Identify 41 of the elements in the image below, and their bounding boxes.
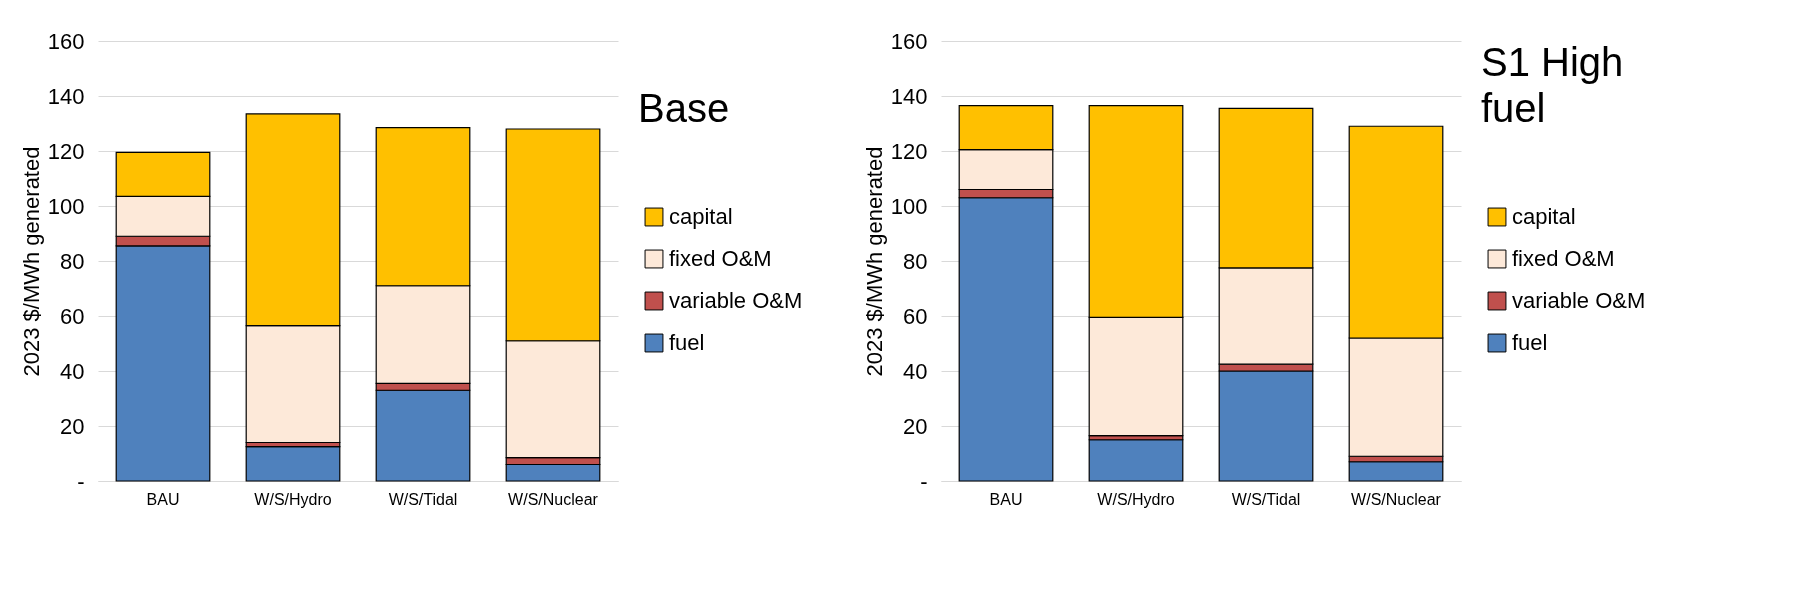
x-tick-label: W/S/Hydro: [254, 490, 332, 508]
y-tick-label: 40: [903, 358, 928, 384]
y-tick-label: 80: [903, 248, 928, 274]
y-tick-label: 40: [60, 358, 85, 384]
x-tick-label: BAU: [146, 490, 180, 508]
x-tick-label: W/S/Tidal: [1231, 490, 1301, 508]
legend-label: fuel: [1512, 330, 1548, 355]
y-tick-label: 60: [60, 303, 85, 329]
bar: [1088, 439, 1184, 482]
x-tick-label: W/S/Hydro: [1097, 490, 1175, 508]
text: Base: [638, 86, 730, 130]
text: S1 High fuel: [1481, 40, 1624, 130]
y-tick-label: 80: [60, 248, 85, 274]
legend-label: fuel: [669, 330, 705, 355]
y-tick-label: 120: [890, 138, 928, 164]
y-tick-label: 60: [903, 303, 928, 329]
x-tick-label: W/S/Tidal: [388, 490, 458, 508]
x-tick-label: W/S/Nuclear: [1351, 490, 1442, 508]
y-tick-label: 160: [47, 28, 85, 54]
y-tick-label: 140: [47, 83, 85, 109]
legend-label: variable O&M: [669, 288, 803, 313]
y-axis-title: 2023 $/MWh generated: [861, 146, 887, 377]
y-tick-label: 120: [47, 138, 85, 164]
legend-label: fixed O&M: [669, 246, 772, 271]
y-tick-label: -: [920, 468, 928, 494]
y-tick-label: 160: [890, 28, 928, 54]
legend-label: capital: [1512, 204, 1576, 229]
y-tick-label: 140: [890, 83, 928, 109]
x-tick-label: W/S/Nuclear: [508, 490, 599, 508]
legend-label: fixed O&M: [1512, 246, 1615, 271]
y-axis-title: 2023 $/MWh generated: [18, 146, 44, 377]
bar: [1348, 461, 1444, 482]
bar: [245, 446, 341, 482]
y-tick-label: 100: [890, 193, 928, 219]
x-tick-label: BAU: [989, 490, 1023, 508]
y-tick-label: 100: [47, 193, 85, 219]
legend-label: variable O&M: [1512, 288, 1646, 313]
y-tick-label: 20: [903, 413, 928, 439]
y-tick-label: 20: [60, 413, 85, 439]
y-tick-label: -: [77, 468, 85, 494]
legend-label: capital: [669, 204, 733, 229]
